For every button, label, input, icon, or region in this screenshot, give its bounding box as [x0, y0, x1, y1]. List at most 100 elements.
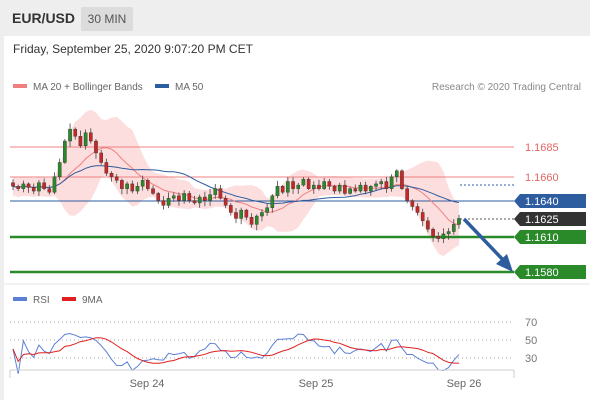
candle-body [436, 236, 441, 239]
candle-body [369, 186, 373, 192]
rsi-tick-30: 30 [525, 353, 537, 365]
chart-header: EUR/USD 30 MIN [0, 0, 590, 36]
candle-body [104, 162, 109, 174]
candle-body [343, 184, 347, 194]
candle-body [52, 176, 57, 193]
candle-body [63, 140, 67, 163]
price-tags: 1.1685 1.1660 1.1640 1.1625 1.1610 1.158… [514, 142, 586, 279]
candle-body [177, 195, 181, 201]
candle-body [11, 182, 15, 187]
candle-body [254, 215, 259, 225]
candle-body [384, 181, 389, 189]
rsi-line [12, 333, 460, 374]
candle-body [405, 188, 409, 201]
candle-body [363, 184, 368, 192]
candle-body [203, 196, 207, 201]
candle-body [83, 132, 88, 147]
price-tag-1660: 1.1660 [525, 172, 559, 184]
candle-body [37, 182, 41, 192]
price-tag-1625: 1.1625 [525, 214, 559, 226]
candle-body [171, 195, 176, 199]
candle-body [389, 176, 394, 189]
candle-body [57, 162, 62, 177]
legend-label-rsi: RSI [33, 295, 50, 306]
rsi-9ma-line [12, 337, 459, 364]
candle-body [239, 209, 243, 219]
candle-body [301, 178, 306, 186]
candle-body [322, 181, 326, 189]
candle-body [213, 188, 218, 195]
price-legend: MA 20 + Bollinger Bands MA 50 [13, 82, 204, 93]
candle-body [400, 170, 404, 189]
legend-swatch-rsi [13, 297, 27, 301]
candle-body [374, 183, 378, 187]
legend-swatch-9ma [62, 297, 76, 301]
candle-body [446, 231, 451, 235]
legend-label-ma50: MA 50 [175, 82, 204, 93]
legend-swatch-ma50 [155, 84, 169, 88]
candle-body [441, 233, 446, 239]
candle-body [125, 183, 129, 189]
candle-body [317, 184, 321, 189]
candle-body [140, 180, 145, 187]
candle-body [457, 218, 461, 225]
candle-body [332, 186, 337, 192]
candle-body [94, 140, 98, 154]
candle-body [265, 207, 269, 213]
candle-body [161, 200, 166, 206]
candle-body [151, 188, 155, 194]
legend-label-ma20: MA 20 + Bollinger Bands [33, 82, 143, 93]
candle-body [218, 188, 223, 199]
symbol-title: EUR/USD [12, 10, 76, 26]
price-tag-1685: 1.1685 [525, 142, 559, 154]
candle-body [166, 197, 171, 206]
candle-body [353, 188, 358, 192]
candle-body [286, 181, 290, 193]
candle-body [114, 176, 119, 181]
price-tag-bg-1640 [514, 194, 586, 208]
forecast-arrow [462, 217, 513, 272]
candle-body [431, 228, 435, 237]
candle-body [379, 181, 384, 185]
candle-body [426, 220, 430, 230]
candle-body [208, 194, 212, 201]
candle-body [311, 184, 316, 189]
research-credit: Research © 2020 Trading Central [432, 82, 581, 93]
candle-body [223, 197, 228, 206]
legend-swatch-ma20 [13, 84, 27, 88]
bollinger-band [13, 109, 459, 257]
candle-body [31, 187, 36, 192]
candle-body [358, 184, 363, 192]
candle-body [394, 170, 399, 177]
candle-body [42, 182, 46, 189]
price-tag-bg-1580 [514, 265, 586, 279]
chart-datetime: Friday, September 25, 2020 9:07:20 PM CE… [13, 42, 253, 56]
candle-body [47, 188, 52, 193]
legend-label-9ma: 9MA [82, 295, 103, 306]
candle-body [244, 209, 249, 218]
candle-body [280, 186, 285, 193]
candle-body [415, 206, 420, 213]
candle-body [270, 195, 275, 208]
x-tick-sep24: Sep 24 [130, 378, 165, 390]
candle-body [452, 224, 456, 232]
timeframe-badge[interactable]: 30 MIN [81, 7, 133, 31]
rsi-tick-70: 70 [525, 317, 537, 329]
candle-body [306, 178, 311, 189]
candle-body [420, 212, 425, 222]
rsi-legend: RSI 9MA [13, 295, 103, 306]
candle-body [26, 183, 31, 188]
candle-body [337, 184, 342, 192]
candle-body [234, 212, 238, 219]
candle-body [327, 181, 332, 187]
rsi-tick-50: 50 [525, 335, 537, 347]
forecast-arrow-head [496, 254, 513, 272]
candle-body [21, 183, 26, 189]
forecast-arrow-shaft [462, 217, 508, 265]
candle-body [275, 186, 280, 197]
candle-body [182, 193, 186, 201]
candle-body [197, 196, 202, 204]
candle-body [187, 193, 192, 201]
candle-body [348, 188, 352, 194]
